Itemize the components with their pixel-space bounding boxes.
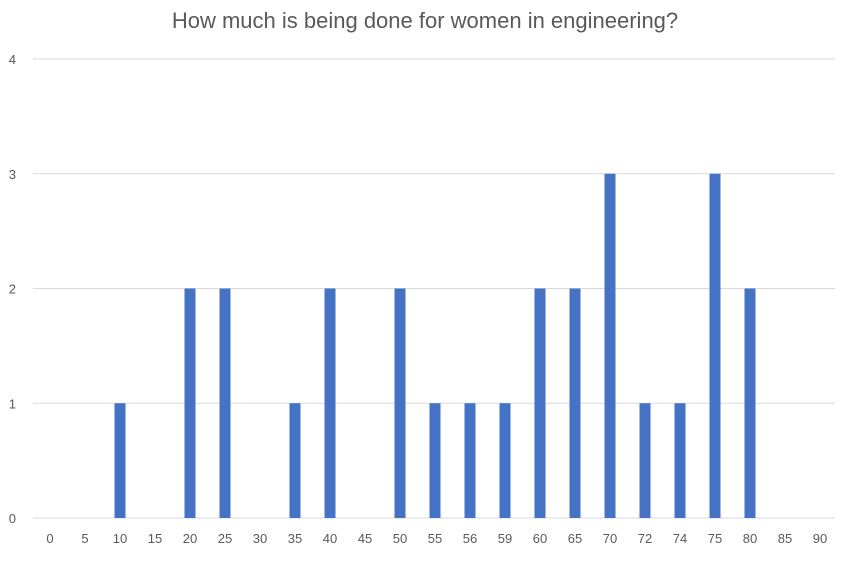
bar-70 (604, 173, 616, 518)
bar-25 (219, 288, 231, 518)
x-tick-label: 0 (46, 531, 53, 546)
x-tick-label: 75 (708, 531, 722, 546)
x-tick-label: 25 (218, 531, 232, 546)
bar-40 (324, 288, 336, 518)
bar-80 (744, 288, 756, 518)
y-tick-label: 3 (9, 167, 16, 182)
x-tick-label: 70 (603, 531, 617, 546)
x-tick-label: 59 (498, 531, 512, 546)
x-tick-label: 40 (323, 531, 337, 546)
x-tick-label: 50 (393, 531, 407, 546)
bar-65 (569, 288, 581, 518)
x-tick-label: 55 (428, 531, 442, 546)
x-tick-label: 5 (81, 531, 88, 546)
x-tick-label: 56 (463, 531, 477, 546)
x-tick-label: 15 (148, 531, 162, 546)
bar-35 (289, 403, 301, 518)
x-tick-label: 35 (288, 531, 302, 546)
x-tick-label: 72 (638, 531, 652, 546)
x-tick-label: 60 (533, 531, 547, 546)
x-tick-label: 85 (778, 531, 792, 546)
x-tick-label: 74 (673, 531, 687, 546)
x-tick-label: 80 (743, 531, 757, 546)
y-tick-label: 1 (9, 396, 16, 411)
bar-55 (429, 403, 441, 518)
bar-59 (499, 403, 511, 518)
y-tick-label: 4 (9, 52, 16, 67)
x-tick-label: 90 (813, 531, 827, 546)
bar-50 (394, 288, 406, 518)
bar-20 (184, 288, 196, 518)
bar-56 (464, 403, 476, 518)
x-tick-label: 10 (113, 531, 127, 546)
x-tick-label: 20 (183, 531, 197, 546)
bar-60 (534, 288, 546, 518)
x-tick-label: 65 (568, 531, 582, 546)
chart-title: How much is being done for women in engi… (171, 8, 679, 33)
x-tick-label: 45 (358, 531, 372, 546)
y-tick-label: 0 (9, 511, 16, 526)
bar-10 (114, 403, 126, 518)
x-tick-label: 30 (253, 531, 267, 546)
bar-74 (674, 403, 686, 518)
bar-72 (639, 403, 651, 518)
y-tick-label: 2 (9, 282, 16, 297)
bar-75 (709, 173, 721, 518)
